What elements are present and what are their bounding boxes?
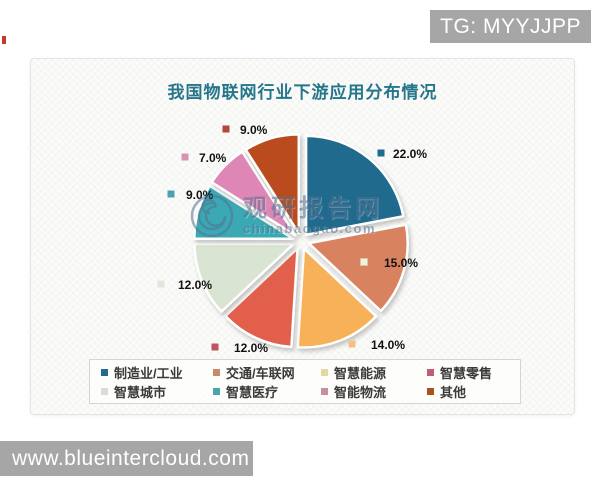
legend-label: 其他	[440, 385, 467, 400]
legend-item: 智慧医疗	[213, 382, 321, 401]
tg-badge: TG: MYYJJPP	[430, 10, 591, 43]
legend-marker	[101, 369, 108, 376]
legend-marker	[321, 388, 328, 395]
callout-label: 9.0%	[240, 123, 268, 137]
legend-item: 其他	[427, 382, 520, 401]
legend-marker	[427, 388, 434, 395]
callout-label: 14.0%	[371, 338, 405, 352]
chart-panel: 我国物联网行业下游应用分布情况 22.0% 15.0% 14.0% 12.0% 12.0…	[30, 58, 575, 415]
legend-label: 交通/车联网	[226, 366, 295, 381]
legend-item: 交通/车联网	[213, 363, 321, 382]
callout-marker	[377, 149, 385, 157]
pie-chart: 22.0% 15.0% 14.0% 12.0% 12.0% 9.0% 7.0% 9.0%	[157, 123, 427, 355]
site-badge: www.blueintercloud.com	[0, 441, 253, 476]
legend-label: 智慧城市	[114, 385, 167, 400]
legend-item: 智慧城市	[101, 382, 213, 401]
legend-item: 智能物流	[321, 382, 427, 401]
callout-label: 9.0%	[186, 188, 214, 202]
legend-marker	[213, 388, 220, 395]
legend-item: 制造业/工业	[101, 363, 213, 382]
legend-label: 智慧医疗	[226, 385, 279, 400]
callout-marker	[222, 125, 230, 133]
legend-label: 智慧能源	[334, 366, 387, 381]
pie-slice	[304, 134, 405, 237]
legend-label: 智慧零售	[440, 366, 493, 381]
pie-slice	[307, 223, 409, 313]
pie-slice	[210, 150, 297, 237]
callout-marker	[348, 340, 356, 348]
callout-label: 12.0%	[178, 278, 212, 292]
chart-title: 我国物联网行业下游应用分布情况	[167, 83, 438, 102]
callout-label: 22.0%	[393, 147, 427, 161]
edge-artifact	[2, 36, 6, 44]
legend-marker	[427, 369, 434, 376]
legend-label: 制造业/工业	[114, 366, 183, 381]
legend-marker	[321, 369, 328, 376]
callout-marker	[167, 190, 175, 198]
legend-item: 智慧能源	[321, 363, 427, 382]
callout-label: 12.0%	[234, 341, 268, 355]
legend: 制造业/工业 交通/车联网 智慧能源 智慧零售智慧城市 智慧医疗 智能物流 其他	[89, 359, 521, 404]
callout-marker	[211, 343, 219, 351]
pie-slice	[244, 133, 301, 235]
callout-label: 7.0%	[199, 151, 227, 165]
callout-label: 15.0%	[384, 256, 418, 270]
pie-slice	[296, 247, 378, 349]
callout-marker	[157, 280, 165, 288]
pie-slice	[224, 246, 299, 349]
pie-slice	[193, 242, 295, 313]
callout-marker	[181, 153, 189, 161]
callout-marker	[360, 258, 368, 266]
legend-label: 智能物流	[334, 385, 387, 400]
legend-marker	[101, 388, 108, 395]
legend-item: 智慧零售	[427, 363, 520, 382]
legend-marker	[213, 369, 220, 376]
